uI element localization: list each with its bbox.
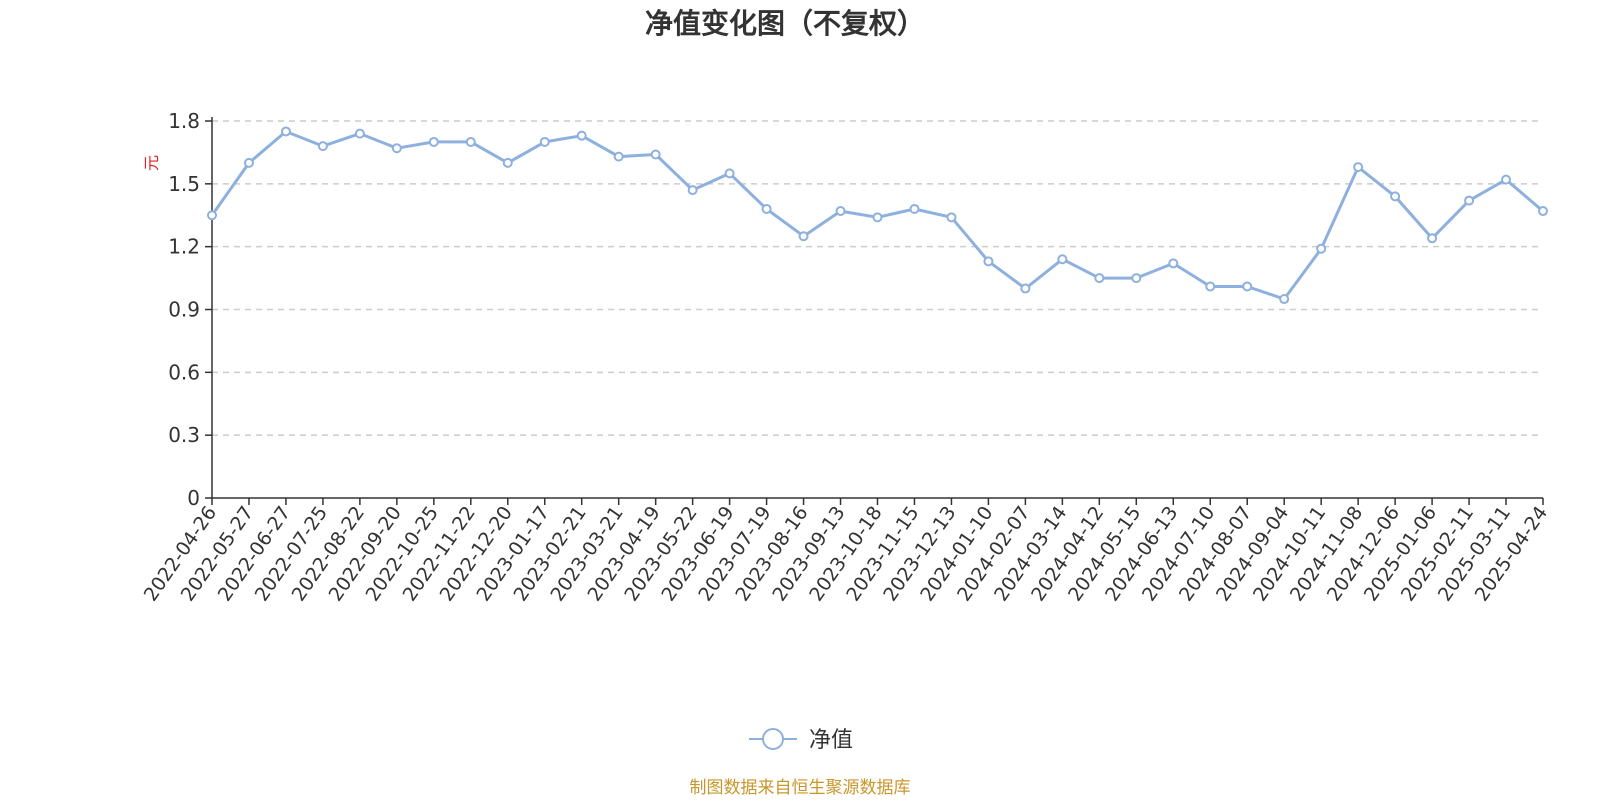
data-point	[1464, 195, 1475, 206]
data-point	[428, 136, 439, 147]
data-point	[650, 149, 661, 160]
data-point	[1427, 233, 1438, 244]
legend-marker-swatch	[762, 728, 784, 750]
data-point	[1020, 283, 1031, 294]
y-tick-label: 0	[187, 486, 200, 510]
data-point	[946, 212, 957, 223]
data-point	[1538, 206, 1548, 217]
data-point	[761, 203, 772, 214]
data-point	[1390, 191, 1401, 202]
data-point	[1205, 281, 1216, 292]
y-axis-unit: 元	[142, 155, 161, 171]
data-point	[872, 212, 883, 223]
data-point	[1501, 174, 1512, 185]
data-point	[1316, 243, 1327, 254]
data-point	[1168, 258, 1179, 269]
data-point	[798, 231, 809, 242]
y-tick-labels: 0 0.3 0.6 0.9 1.2 1.5 1.8	[168, 109, 200, 510]
grid-lines	[205, 120, 1543, 499]
data-point	[207, 210, 217, 221]
data-point	[1242, 281, 1253, 292]
data-point	[1057, 254, 1068, 265]
x-tick-labels: 2022-04-262022-05-272022-06-272022-07-25…	[140, 498, 1552, 605]
data-point	[354, 128, 365, 139]
data-point	[539, 136, 550, 147]
y-tick-label: 1.8	[168, 109, 200, 133]
data-point	[1131, 273, 1142, 284]
legend[interactable]: 净值	[749, 728, 853, 753]
data-point	[576, 130, 587, 141]
data-point	[835, 206, 846, 217]
data-point	[613, 151, 624, 162]
data-point	[280, 126, 291, 137]
data-point	[502, 157, 513, 168]
data-point	[1279, 294, 1290, 305]
y-tick-label: 0.3	[168, 423, 200, 447]
data-point	[983, 256, 994, 267]
source-note: 制图数据来自恒生聚源数据库	[690, 778, 911, 798]
y-tick-label: 1.2	[168, 235, 200, 259]
y-tick-label: 1.5	[168, 172, 200, 196]
data-point	[724, 168, 735, 179]
axes	[211, 117, 1543, 499]
y-tick-label: 0.6	[168, 360, 200, 384]
data-point	[465, 136, 476, 147]
chart-title: 净值变化图（不复权）	[645, 7, 925, 40]
data-point	[391, 143, 402, 154]
data-point	[1353, 162, 1364, 173]
data-point	[1094, 273, 1105, 284]
data-point	[687, 185, 698, 196]
data-point	[909, 203, 920, 214]
data-point	[243, 157, 254, 168]
y-tick-label: 0.9	[168, 298, 200, 322]
series-layer	[207, 126, 1548, 305]
data-point	[317, 141, 328, 152]
legend-label: 净值	[809, 728, 853, 753]
